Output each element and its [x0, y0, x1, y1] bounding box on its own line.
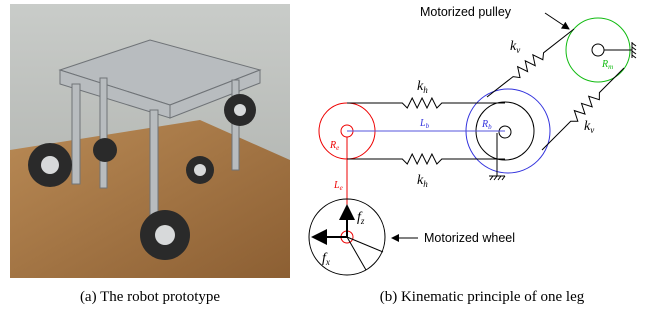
label: Motorized pulley [420, 5, 512, 19]
caption: (b) Kinematic principle of one leg [380, 289, 585, 305]
spoke [347, 237, 366, 270]
math-label: Rb [481, 119, 492, 131]
ground-hatch [632, 43, 636, 58]
robot-photo [10, 4, 290, 278]
math-label: Le [333, 180, 343, 192]
spring-belt [347, 98, 505, 108]
ground-hatch [490, 176, 505, 180]
caption: (a) The robot prototype [80, 289, 220, 305]
label: Motorized wheel [424, 231, 515, 245]
math-label: Lb [419, 118, 430, 130]
spring-belt [542, 68, 624, 150]
axle [499, 126, 511, 138]
math-label: fx [322, 251, 330, 267]
math-label: kh [417, 79, 428, 95]
figure: (a) The robot prototype (b) Kinematic pr… [0, 0, 652, 316]
callout-arrow [545, 13, 569, 29]
math-label: kv [510, 39, 520, 55]
spoke [347, 237, 383, 252]
math-label: kv [584, 119, 594, 135]
math-label: fz [357, 210, 365, 226]
labels: Motorized pulley Motorized wheel kv kv k… [322, 5, 613, 267]
math-label: Re [329, 140, 339, 152]
math-label: kh [417, 173, 428, 189]
axle [592, 44, 604, 56]
spring-belt [347, 154, 505, 164]
spring-belt [487, 29, 574, 97]
math-label: Rm [601, 59, 613, 71]
